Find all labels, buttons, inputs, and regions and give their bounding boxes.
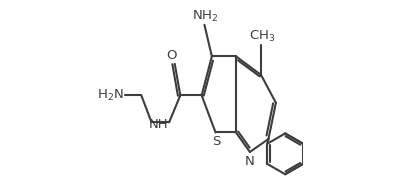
Text: CH$_3$: CH$_3$ (249, 29, 275, 44)
Text: N: N (245, 155, 255, 168)
Text: NH: NH (149, 118, 168, 131)
Text: O: O (167, 49, 177, 62)
Text: S: S (212, 135, 220, 148)
Text: H$_2$N: H$_2$N (97, 88, 124, 103)
Text: NH$_2$: NH$_2$ (192, 9, 218, 24)
